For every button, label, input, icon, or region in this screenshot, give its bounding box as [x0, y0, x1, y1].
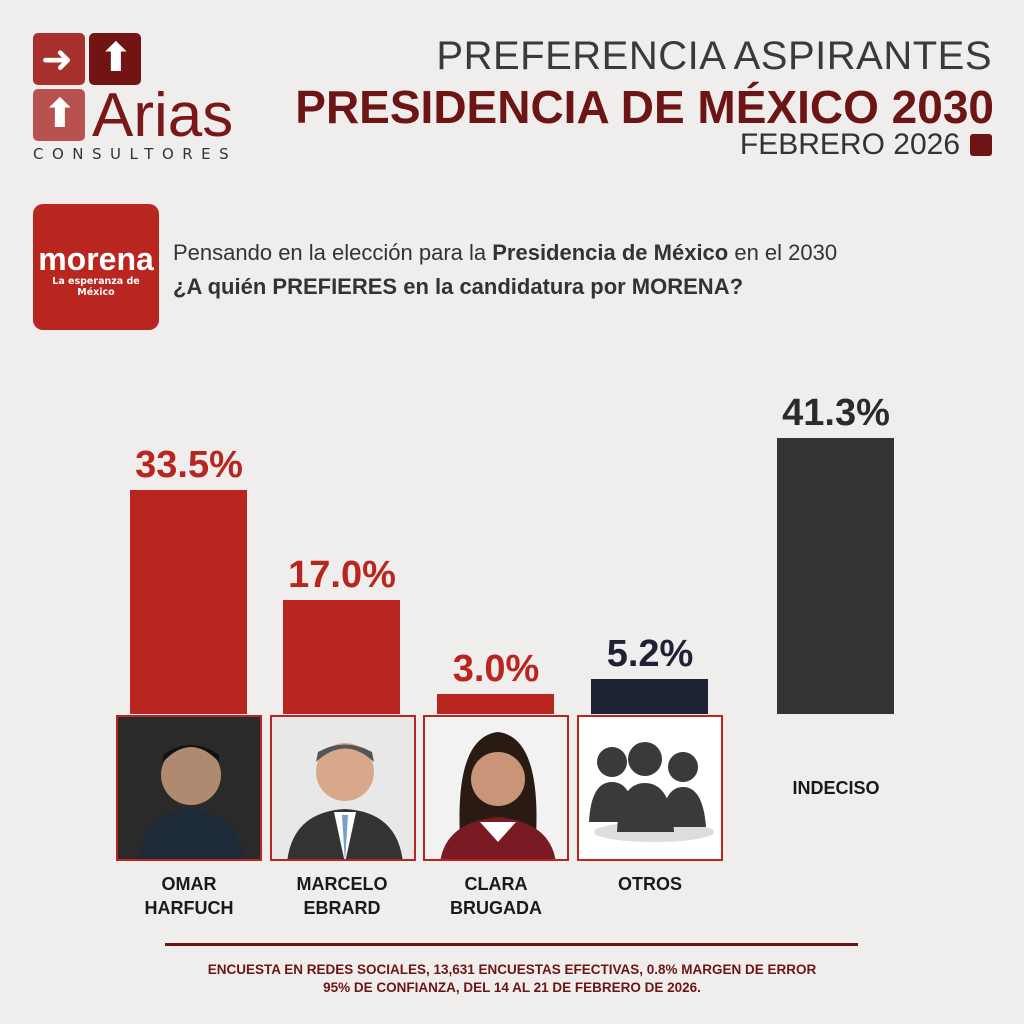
value-label: 5.2%: [606, 633, 694, 676]
q-post: en el 2030: [728, 240, 838, 265]
photo-otros: [577, 715, 723, 861]
bar-0: [130, 490, 247, 714]
square-icon: [970, 134, 992, 156]
party-name: morena: [38, 241, 154, 277]
value-label: 33.5%: [135, 444, 243, 487]
title-date: FEBRERO 2026: [740, 128, 992, 162]
bar-4: [777, 438, 894, 714]
category-label-line: HARFUCH: [144, 898, 234, 918]
photo-marcelo-ebrard: [270, 715, 416, 861]
party-tagline: La esperanza de México: [52, 276, 140, 298]
category-label: MARCELO EBRARD: [262, 872, 422, 920]
photo-clara-brugada: [423, 715, 569, 861]
date-text: FEBRERO 2026: [739, 128, 960, 161]
title-line1: PREFERENCIA ASPIRANTES: [436, 34, 992, 78]
value-label: 3.0%: [452, 647, 540, 690]
bar-1: [283, 600, 400, 714]
photo-omar-harfuch: [116, 715, 262, 861]
category-label-line: EBRARD: [303, 898, 381, 918]
category-label-line: BRUGADA: [450, 898, 542, 918]
value-label: 41.3%: [782, 392, 890, 435]
footer-divider: [165, 943, 858, 946]
category-label-line: CLARA: [464, 874, 528, 894]
bar-3: [591, 679, 708, 714]
footer-line2: 95% DE CONFIANZA, DEL 14 AL 21 DE FEBRER…: [323, 980, 701, 995]
morena-logo: morena La esperanza de México: [33, 204, 159, 330]
brand-sub: CONSULTORES: [33, 145, 238, 163]
category-label: INDECISO: [756, 776, 916, 800]
category-label: CLARA BRUGADA: [416, 872, 576, 920]
title-line2: PRESIDENCIA DE MÉXICO 2030: [295, 81, 994, 133]
category-label-line: MARCELO: [296, 874, 388, 894]
question-line1: Pensando en la elección para la Presiden…: [173, 240, 837, 266]
value-label: 17.0%: [288, 554, 396, 597]
q-bold: Presidencia de México: [492, 240, 729, 265]
question-line2: ¿A quién PREFIERES en la candidatura por…: [173, 274, 744, 299]
bar-2: [437, 693, 554, 714]
footer-line1: ENCUESTA EN REDES SOCIALES, 13,631 ENCUE…: [207, 962, 817, 977]
category-label-line: OMAR: [161, 874, 217, 894]
category-label-line: OTROS: [617, 874, 682, 894]
brand-name: Arias: [92, 81, 234, 150]
q-pre: Pensando en la elección para la: [173, 240, 493, 265]
category-label: OTROS: [570, 872, 730, 896]
category-label-line: INDECISO: [792, 778, 880, 798]
category-label: OMAR HARFUCH: [109, 872, 269, 920]
